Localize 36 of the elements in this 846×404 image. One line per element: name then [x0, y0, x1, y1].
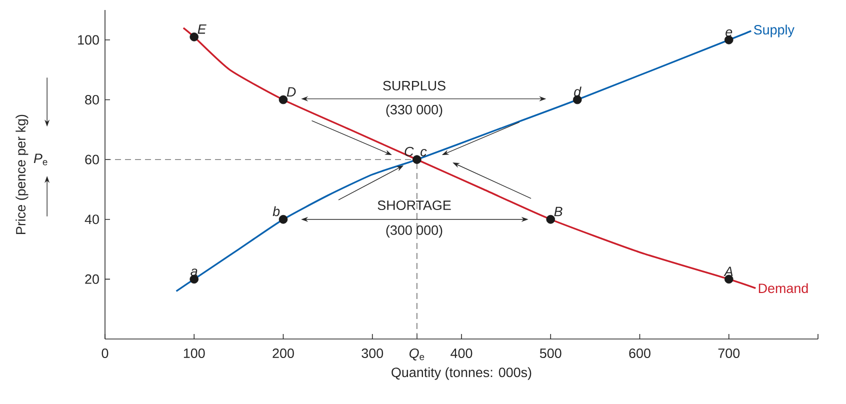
y-axis-title: Price (pence per kg) [16, 114, 28, 234]
y-tick-label: 20 [85, 274, 99, 284]
point [190, 32, 199, 42]
annotation: SURPLUS [383, 80, 446, 90]
x-tick-label: Q$_{e}$ [409, 348, 424, 360]
point [412, 155, 422, 164]
point [724, 36, 734, 44]
x-tick-label: 600 [629, 348, 650, 358]
annotation: b [272, 206, 280, 216]
text: P$_{e}$ [34, 154, 48, 166]
series-label: Demand [758, 283, 808, 294]
x-tick-label: 200 [272, 348, 294, 358]
point [546, 214, 556, 224]
point [278, 95, 288, 104]
x-tick-label: 100 [184, 348, 205, 358]
point [278, 214, 288, 224]
x-axis-title: Quantity (tonnes: 000s) [392, 367, 532, 380]
annotation: (330 000) [386, 104, 442, 118]
annotation: c [420, 148, 427, 156]
series-label: Supply [754, 24, 794, 38]
y-tick-label: 60 [85, 154, 99, 164]
y-tick-label: 100 [78, 35, 99, 45]
annotation: A [724, 266, 733, 276]
annotation: B [554, 206, 562, 216]
annotation: D [286, 87, 296, 97]
x-tick-label: 400 [450, 348, 472, 358]
y-tick-label: 40 [84, 214, 99, 224]
annotation: C [404, 146, 414, 156]
annotation: (300 000) [386, 225, 442, 238]
x-tick-label: 700 [718, 348, 740, 358]
y-tick-label: 80 [85, 94, 99, 104]
annotation: a [190, 268, 198, 276]
x-tick-label: 0 [102, 348, 108, 358]
x-tick-label: 300 [362, 348, 384, 358]
annotation: E [198, 24, 206, 34]
x-tick-label: 500 [540, 348, 562, 358]
